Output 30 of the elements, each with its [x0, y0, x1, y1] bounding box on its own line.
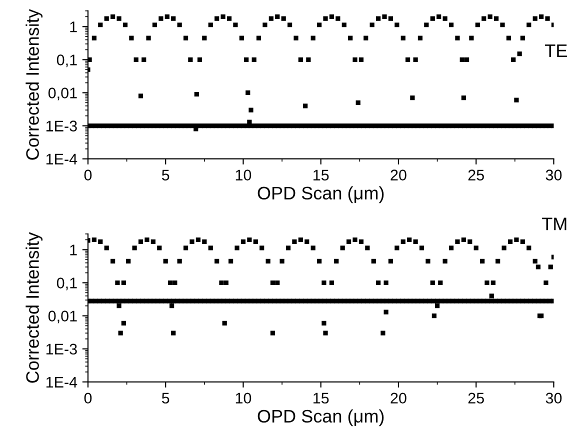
y-tick-label: 1E-4	[46, 154, 78, 164]
x-axis-title: OPD Scan (μm)	[258, 186, 384, 204]
y-axis-title: Corrected Intensity	[26, 9, 43, 160]
x-tick-label: 25	[468, 170, 484, 180]
y-tick-label: 0,01	[48, 310, 77, 324]
x-tick-label: 0	[84, 170, 92, 180]
y-tick-label: 1	[70, 22, 77, 32]
y-tick-label: 0,1	[56, 278, 77, 290]
y-axis-title: Corrected Intensity	[26, 232, 43, 383]
x-tick-label: 10	[236, 392, 252, 404]
x-tick-label: 15	[314, 392, 329, 404]
x-axis-title: OPD Scan (μm)	[258, 409, 384, 426]
x-tick-label: 0	[84, 392, 92, 404]
x-tick-label: 20	[390, 170, 406, 180]
y-tick-label: 1E-3	[46, 120, 77, 132]
annotation: TE	[545, 44, 567, 57]
x-tick-label: 30	[546, 170, 562, 180]
x-tick-label: 10	[236, 170, 252, 180]
text: TM	[542, 218, 566, 230]
y-tick-label: 1	[70, 244, 77, 256]
x-tick-label: 15	[314, 170, 329, 180]
x-tick-label: 20	[390, 392, 406, 404]
y-tick-label: 0,01	[48, 88, 77, 100]
y-tick-label: 0,1	[56, 54, 77, 68]
x-tick-label: 5	[162, 170, 170, 180]
x-tick-label: 30	[546, 392, 562, 404]
x-tick-label: 5	[162, 392, 170, 404]
y-tick-label: 1E-3	[46, 344, 77, 355]
y-tick-label: 1E-4	[46, 376, 78, 388]
x-tick-label: 25	[468, 392, 484, 404]
